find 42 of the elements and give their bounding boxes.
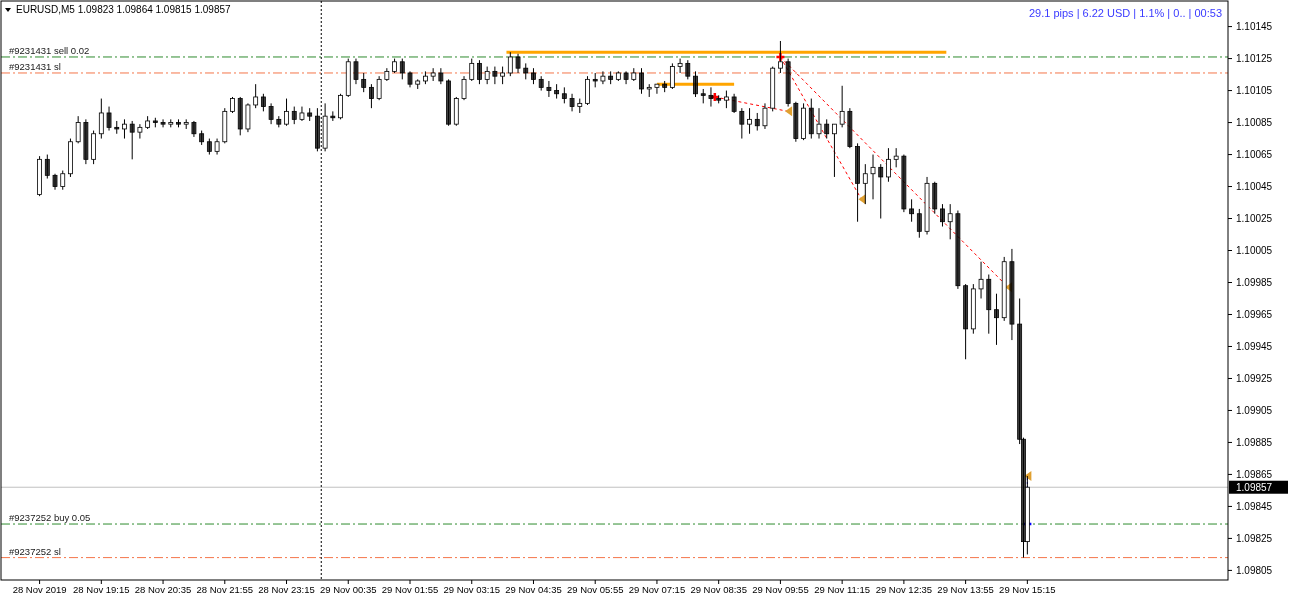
x-tick-label: 29 Nov 11:15 bbox=[814, 584, 871, 595]
x-tick-label: 28 Nov 2019 bbox=[12, 584, 67, 595]
ref-line-label: #9237252 buy 0.05 bbox=[9, 512, 91, 524]
x-tick-label: 29 Nov 03:15 bbox=[443, 584, 500, 595]
x-tick-label: 28 Nov 20:35 bbox=[134, 584, 192, 595]
y-tick-label: 1.10025 bbox=[1236, 213, 1273, 225]
x-tick-label: 28 Nov 21:55 bbox=[196, 584, 254, 595]
x-tick-label: 29 Nov 04:35 bbox=[505, 584, 562, 595]
y-tick-label: 1.09965 bbox=[1236, 308, 1273, 320]
y-tick-label: 1.10105 bbox=[1236, 85, 1273, 97]
annotation: 29.1 pips | 6.22 USD | 1.1% | 0.. | 00:53 bbox=[1028, 7, 1222, 19]
ref-line-label: 1.09857 bbox=[1236, 481, 1273, 493]
x-tick-label: 29 Nov 05:55 bbox=[566, 584, 624, 595]
y-tick-label: 1.10045 bbox=[1236, 181, 1273, 193]
y-tick-label: 1.10065 bbox=[1236, 149, 1273, 161]
ref-line-label: #9231431 sell 0.02 bbox=[9, 44, 90, 56]
chart-title: EURUSD,M5 1.09823 1.09864 1.09815 1.09857 bbox=[16, 4, 232, 15]
y-tick-label: 1.09925 bbox=[1236, 372, 1273, 384]
y-tick-label: 1.09985 bbox=[1236, 277, 1273, 288]
y-tick-label: 1.09905 bbox=[1236, 404, 1273, 416]
ref-line-label: #9237252 sl bbox=[9, 545, 61, 557]
y-tick-label: 1.10125 bbox=[1236, 53, 1273, 65]
y-tick-label: 1.09885 bbox=[1236, 436, 1273, 448]
x-tick-label: 29 Nov 08:35 bbox=[690, 584, 747, 595]
ref-line-label: #9231431 sl bbox=[9, 60, 61, 72]
x-tick-label: 29 Nov 09:55 bbox=[752, 584, 809, 595]
x-tick-label: 29 Nov 15:15 bbox=[999, 584, 1056, 595]
y-tick-label: 1.10005 bbox=[1236, 245, 1273, 257]
x-tick-label: 29 Nov 12:35 bbox=[875, 584, 933, 595]
y-tick-label: 1.09865 bbox=[1236, 468, 1273, 480]
x-tick-label: 29 Nov 00:35 bbox=[320, 584, 377, 595]
y-tick-label: 1.09805 bbox=[1236, 564, 1273, 576]
x-tick-label: 28 Nov 23:15 bbox=[258, 584, 315, 595]
y-tick-label: 1.10085 bbox=[1236, 117, 1273, 129]
y-tick-label: 1.09825 bbox=[1236, 532, 1273, 544]
x-tick-label: 29 Nov 07:15 bbox=[628, 584, 686, 595]
y-tick-label: 1.09945 bbox=[1236, 340, 1273, 352]
x-tick-label: 29 Nov 01:55 bbox=[381, 584, 439, 595]
y-tick-label: 1.09845 bbox=[1236, 500, 1273, 512]
y-tick-label: 1.10145 bbox=[1236, 21, 1273, 33]
x-tick-label: 28 Nov 19:15 bbox=[73, 584, 130, 595]
x-tick-label: 29 Nov 13:55 bbox=[937, 584, 994, 595]
